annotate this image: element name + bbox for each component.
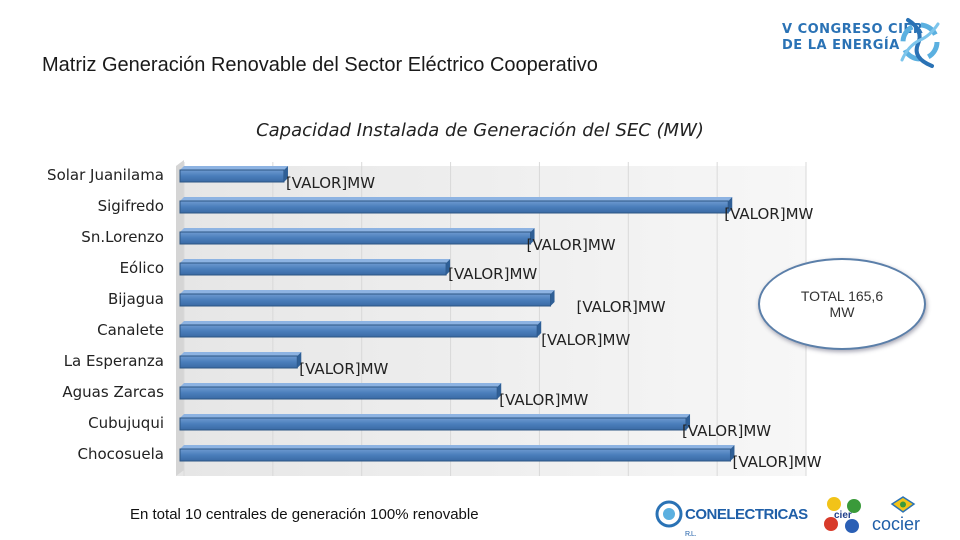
- data-label: [VALOR]MW: [286, 174, 375, 192]
- data-label: [VALOR]MW: [499, 391, 588, 409]
- cocier-logo: cocier: [872, 496, 934, 536]
- cier-text: cier: [834, 510, 852, 521]
- bar-top-face: [180, 197, 733, 201]
- total-capacity-badge: TOTAL 165,6 MW: [758, 258, 926, 350]
- conelectricas-name: CONELECTRICAS: [685, 506, 808, 523]
- bar-end-face: [446, 259, 451, 275]
- bar: [179, 355, 298, 369]
- bar-end-face: [686, 414, 691, 430]
- bar: [179, 324, 538, 338]
- cocier-text: cocier: [872, 514, 921, 534]
- bar-top-face: [180, 321, 542, 325]
- data-label: [VALOR]MW: [448, 265, 537, 283]
- bar: [179, 262, 447, 276]
- category-label: Sigifredo: [98, 197, 164, 215]
- data-label: [VALOR]MW: [724, 205, 813, 223]
- category-label: Eólico: [120, 259, 164, 277]
- congreso-cier-logo: V CONGRESO CIER DE LA ENERGÍA: [782, 14, 947, 70]
- bar-top-face: [180, 166, 288, 170]
- conelectricas-emblem-icon: [655, 500, 683, 528]
- logo-line-1: V CONGRESO CIER: [782, 22, 924, 37]
- data-label: [VALOR]MW: [732, 453, 821, 471]
- bar-end-face: [550, 290, 555, 306]
- category-label: La Esperanza: [64, 352, 164, 370]
- cier-emblem-icon: [824, 497, 861, 533]
- bar: [179, 200, 729, 214]
- bar-top-face: [180, 290, 555, 294]
- category-label: Canalete: [97, 321, 164, 339]
- cier-logo: cier: [822, 496, 866, 536]
- data-label: [VALOR]MW: [527, 236, 616, 254]
- conelectricas-logo: CONELECTRICAS R.L.: [655, 496, 808, 538]
- bar-top-face: [180, 259, 451, 263]
- total-capacity-text: TOTAL 165,6 MW: [800, 288, 884, 320]
- bar-end-face: [283, 166, 288, 182]
- bar-top-face: [180, 352, 302, 356]
- category-label: Chocosuela: [78, 445, 165, 463]
- bar-end-face: [537, 321, 542, 337]
- logo-line-2: DE LA ENERGÍA: [782, 38, 900, 53]
- bar: [179, 417, 687, 431]
- bar: [179, 231, 532, 245]
- footnote: En total 10 centrales de generación 100%…: [130, 506, 479, 523]
- cocier-emblem-icon: [890, 496, 916, 513]
- bar-top-face: [180, 228, 535, 232]
- bar: [179, 169, 285, 183]
- category-label: Aguas Zarcas: [62, 383, 164, 401]
- bar: [179, 448, 731, 462]
- bar-end-face: [297, 352, 302, 368]
- bar: [179, 386, 498, 400]
- bar-end-face: [730, 445, 735, 461]
- slide-title: Matriz Generación Renovable del Sector E…: [42, 54, 598, 76]
- bar-end-face: [530, 228, 535, 244]
- swirl-icon: [900, 18, 940, 68]
- chart-title: Capacidad Instalada de Generación del SE…: [256, 120, 704, 141]
- data-label: [VALOR]MW: [299, 360, 388, 378]
- category-label: Sn.Lorenzo: [81, 228, 164, 246]
- category-label: Solar Juanilama: [47, 166, 164, 184]
- conelectricas-suffix: R.L.: [685, 531, 696, 538]
- bar: [179, 293, 552, 307]
- bar-top-face: [180, 383, 502, 387]
- bar-top-face: [180, 445, 735, 449]
- bar-end-face: [728, 197, 733, 213]
- category-label: Bijagua: [108, 290, 164, 308]
- bar-end-face: [497, 383, 502, 399]
- category-label: Cubujuqui: [88, 414, 164, 432]
- data-label: [VALOR]MW: [682, 422, 771, 440]
- bar-top-face: [180, 414, 691, 418]
- data-label: [VALOR]MW: [577, 298, 666, 316]
- data-label: [VALOR]MW: [541, 331, 630, 349]
